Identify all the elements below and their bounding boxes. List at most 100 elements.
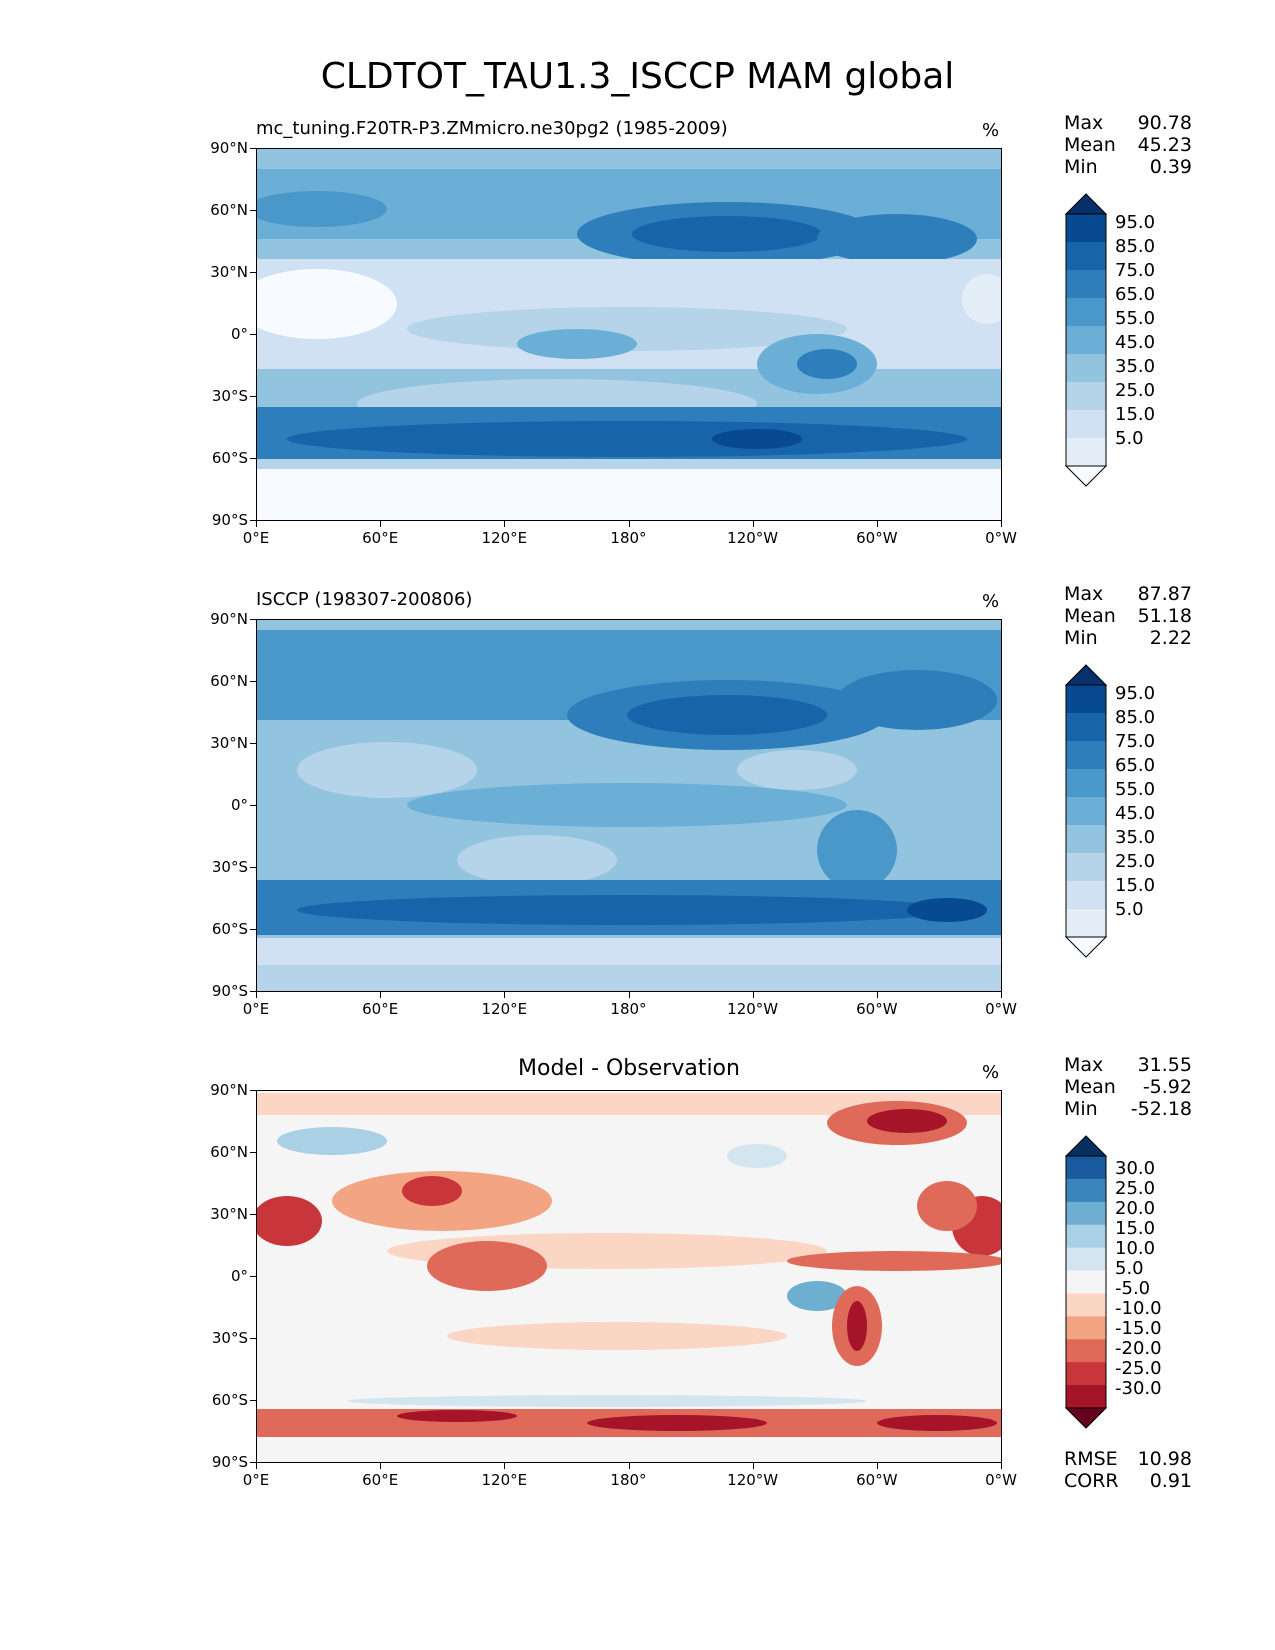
y-tick-label: 0°	[230, 796, 248, 814]
colorbar-extension-top	[1064, 664, 1108, 686]
colorbar-tick: -25.0	[1115, 1358, 1162, 1379]
x-tick-mark	[256, 521, 257, 527]
colorbar-segment	[1066, 270, 1106, 299]
colorbar-tick: 15.0	[1115, 1218, 1156, 1239]
colorbar-frame	[1065, 1155, 1107, 1409]
max-label: Max	[1064, 1054, 1104, 1076]
x-tick-label: 120°E	[481, 1471, 528, 1489]
corr-value: 0.91	[1149, 1470, 1192, 1492]
x-tick-mark	[876, 1463, 878, 1469]
colorbar-tick: 15.0	[1115, 875, 1156, 896]
colorbar-tick: 5.0	[1115, 428, 1144, 449]
colorbar-tick: 10.0	[1115, 1238, 1156, 1259]
y-tick-label: 30°S	[211, 858, 248, 876]
colorbar-extension-top	[1064, 1135, 1108, 1157]
x-tick-mark	[504, 992, 506, 998]
y-tick-mark	[250, 520, 256, 521]
x-tick-label: 0°W	[985, 1000, 1017, 1018]
colorbar-tick: 85.0	[1115, 236, 1156, 257]
y-tick-label: 0°	[230, 325, 248, 343]
colorbar	[1064, 193, 1108, 487]
y-tick-mark	[250, 1090, 256, 1091]
mean-label: Mean	[1064, 605, 1116, 627]
y-tick-label: 60°N	[210, 1143, 248, 1161]
colorbar-segment	[1066, 298, 1106, 327]
colorbar-extension-bottom	[1064, 465, 1108, 487]
y-tick-label: 0°	[230, 1267, 248, 1285]
unit-label: %	[982, 591, 1000, 612]
y-tick-mark	[250, 929, 256, 930]
y-tick-label: 60°S	[211, 449, 248, 467]
colorbar-segment	[1066, 853, 1106, 882]
colorbar	[1064, 1135, 1108, 1429]
y-tick-label: 30°N	[210, 263, 248, 281]
y-tick-mark	[250, 334, 256, 335]
x-tick-mark	[256, 1463, 257, 1469]
y-tick-label: 30°S	[211, 1329, 248, 1347]
x-tick-label: 0°E	[242, 529, 270, 547]
x-tick-mark	[1001, 992, 1002, 998]
colorbar-segment	[1066, 354, 1106, 383]
stats-box: Max 87.87 Mean 51.18 Min 2.22	[1064, 583, 1192, 649]
y-tick-mark	[250, 1338, 256, 1339]
colorbar-segment	[1066, 438, 1106, 467]
mean-label: Mean	[1064, 134, 1116, 156]
y-tick-mark	[250, 991, 256, 992]
colorbar-segment	[1066, 1339, 1106, 1363]
colorbar-extension-top	[1064, 193, 1108, 215]
y-tick-label: 90°N	[210, 139, 248, 157]
min-label: Min	[1064, 156, 1098, 178]
colorbar-tick: 85.0	[1115, 707, 1156, 728]
x-tick-mark	[1001, 521, 1002, 527]
x-tick-mark	[752, 1463, 754, 1469]
x-tick-mark	[876, 992, 878, 998]
colorbar-tick: -10.0	[1115, 1298, 1162, 1319]
y-tick-label: 90°S	[211, 511, 248, 529]
colorbar-tick: 25.0	[1115, 380, 1156, 401]
colorbar-segment	[1066, 1316, 1106, 1340]
colorbar-segment	[1066, 685, 1106, 714]
colorbar-tick: 95.0	[1115, 212, 1156, 233]
mean-label: Mean	[1064, 1076, 1116, 1098]
colorbar-segment	[1066, 1293, 1106, 1317]
y-tick-mark	[250, 619, 256, 620]
colorbar-segment	[1066, 1362, 1106, 1386]
y-tick-mark	[250, 1400, 256, 1401]
unit-label: %	[982, 120, 1000, 141]
colorbar-tick: 75.0	[1115, 731, 1156, 752]
x-tick-label: 120°E	[481, 1000, 528, 1018]
y-tick-label: 90°N	[210, 1081, 248, 1099]
map-observation-field	[257, 620, 1001, 991]
x-tick-label: 180°	[610, 1000, 647, 1018]
x-tick-label: 60°W	[856, 1471, 898, 1489]
map-plot	[256, 1090, 1002, 1463]
colorbar-tick: 25.0	[1115, 851, 1156, 872]
colorbar-segment	[1066, 1247, 1106, 1272]
colorbar-segment	[1066, 909, 1106, 938]
y-tick-label: 30°S	[211, 387, 248, 405]
x-tick-mark	[380, 992, 382, 998]
x-tick-label: 60°E	[362, 1471, 399, 1489]
colorbar-segment	[1066, 1224, 1106, 1249]
colorbar-tick: 45.0	[1115, 803, 1156, 824]
corr-label: CORR	[1064, 1470, 1119, 1492]
min-value: 2.22	[1149, 627, 1192, 649]
y-tick-label: 90°S	[211, 1453, 248, 1471]
min-value: 0.39	[1149, 156, 1192, 178]
colorbar-extension-bottom	[1064, 936, 1108, 958]
colorbar	[1064, 664, 1108, 958]
x-tick-label: 180°	[610, 1471, 647, 1489]
colorbar-segment	[1066, 741, 1106, 770]
panel-label: Model - Observation	[518, 1056, 740, 1081]
x-tick-mark	[752, 992, 754, 998]
map-model-field	[257, 149, 1001, 520]
y-tick-label: 30°N	[210, 1205, 248, 1223]
y-tick-label: 60°N	[210, 672, 248, 690]
figure-title: CLDTOT_TAU1.3_ISCCP MAM global	[320, 56, 955, 97]
map-plot	[256, 148, 1002, 521]
x-tick-label: 60°W	[856, 529, 898, 547]
x-tick-mark	[628, 521, 630, 527]
y-tick-mark	[250, 458, 256, 459]
colorbar-segment	[1066, 881, 1106, 910]
max-value: 31.55	[1137, 1054, 1192, 1076]
